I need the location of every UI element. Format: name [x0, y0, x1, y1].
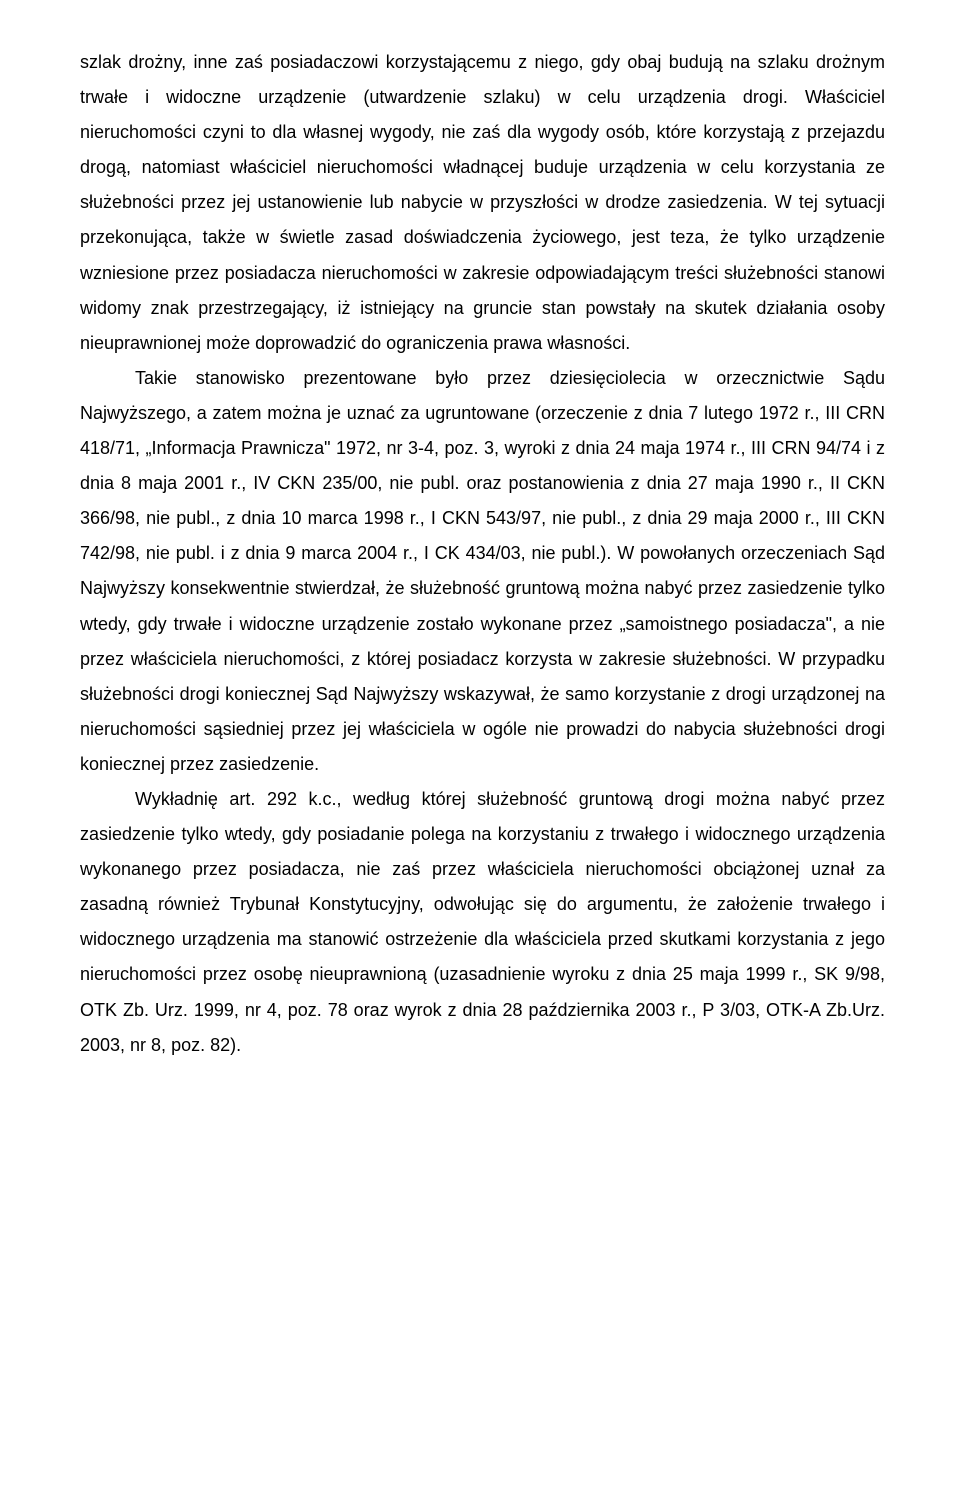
paragraph-2: Takie stanowisko prezentowane było przez…	[80, 361, 885, 782]
document-body: szlak drożny, inne zaś posiadaczowi korz…	[80, 45, 885, 1063]
paragraph-3: Wykładnię art. 292 k.c., według której s…	[80, 782, 885, 1063]
paragraph-1: szlak drożny, inne zaś posiadaczowi korz…	[80, 45, 885, 361]
